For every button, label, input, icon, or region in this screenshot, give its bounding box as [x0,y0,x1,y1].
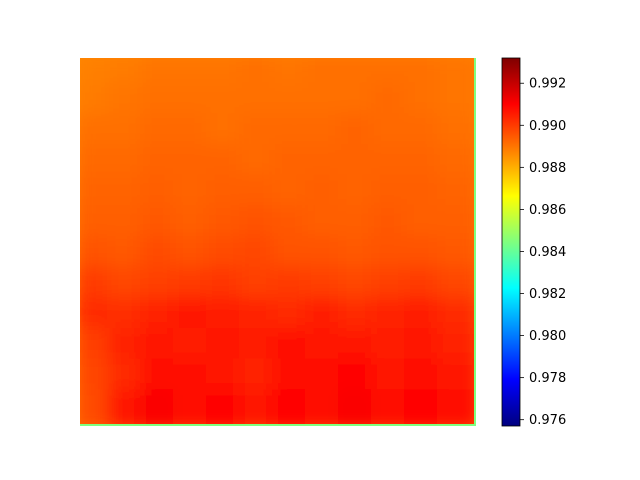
heatmap-cells [80,58,476,426]
colorbar-tick-label: 0.984 [529,245,566,260]
colorbar-ticks: 0.976 0.978 0.980 0.982 0.984 0.986 0.988 0.990… [520,77,566,428]
colorbar-tick-label: 0.978 [529,371,566,386]
colorbar-tick-label: 0.980 [529,329,566,344]
heatmap-cell [437,389,476,426]
colorbar-tick-label: 0.992 [529,77,566,92]
colorbar: 0.976 0.978 0.980 0.982 0.984 0.986 0.988 0.990… [501,57,566,428]
colorbar-tick-label: 0.986 [529,203,566,218]
colorbar-tick-label: 0.976 [529,413,566,428]
colorbar-tick-label: 0.988 [529,161,566,176]
colorbar-tick-label: 0.982 [529,287,566,302]
heatmap-bottom-edge-strip [80,424,476,426]
heatmap-right-edge-strip [474,58,476,426]
colorbar-frame [501,57,521,427]
colorbar-fill [502,58,520,426]
colorbar-tick-label: 0.990 [529,119,566,134]
heatmap-plot-area [80,58,476,426]
